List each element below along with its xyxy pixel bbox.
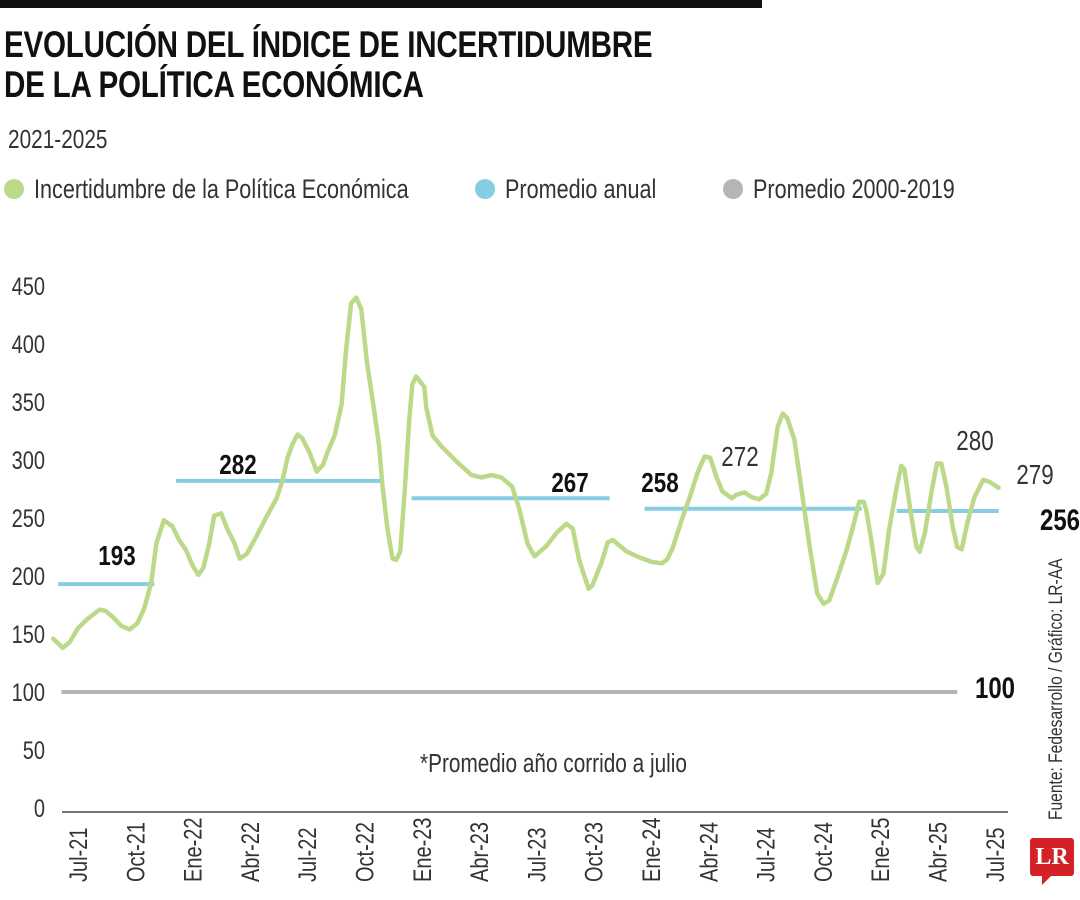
value-annotation: 279 bbox=[1016, 460, 1053, 491]
y-tick-label: 350 bbox=[12, 389, 45, 417]
y-tick-label: 450 bbox=[12, 273, 45, 301]
x-tick-label: Abr-22 bbox=[237, 822, 265, 882]
x-tick-label: Ene-23 bbox=[409, 818, 437, 882]
lr-logo: LR bbox=[1030, 838, 1074, 885]
chart-subtitle: 2021-2025 bbox=[8, 124, 108, 154]
source-credit: Fuente: Fedesarrollo / Gráfico: LR-AA bbox=[1046, 558, 1067, 820]
y-tick-label: 100 bbox=[12, 679, 45, 707]
annual-average-label: 256* bbox=[1040, 502, 1080, 536]
legend-dot-green bbox=[4, 179, 24, 199]
x-tick-label: Ene-24 bbox=[638, 818, 666, 882]
uncertainty-index-line bbox=[50, 295, 1001, 651]
x-tick-label: Ene-25 bbox=[867, 818, 895, 882]
reference-line-label: 100 bbox=[975, 670, 1015, 704]
x-tick-label: Abr-23 bbox=[466, 822, 494, 882]
legend-item-historic-average: Promedio 2000-2019 bbox=[723, 172, 1005, 206]
annual-average-label: 193 bbox=[98, 541, 135, 572]
legend-item-uncertainty: Incertidumbre de la Política Económica bbox=[4, 172, 502, 206]
annual-average-label: 258 bbox=[641, 468, 678, 499]
y-tick-label: 0 bbox=[34, 795, 45, 823]
x-tick-label: Oct-21 bbox=[122, 822, 150, 882]
x-tick-label: Jul-23 bbox=[523, 828, 551, 882]
top-rule bbox=[0, 0, 762, 8]
legend-dot-blue bbox=[475, 179, 495, 199]
y-tick-label: 400 bbox=[12, 331, 45, 359]
footnote: *Promedio año corrido a julio bbox=[420, 749, 687, 778]
chart-title-line-1: EVOLUCIÓN DEL ÍNDICE DE INCERTIDUMBRE bbox=[4, 24, 653, 65]
value-annotation: 280 bbox=[956, 426, 993, 457]
x-tick-label: Jul-24 bbox=[753, 828, 781, 882]
annual-average-label: 282 bbox=[219, 450, 256, 481]
y-tick-label: 300 bbox=[12, 447, 45, 475]
x-tick-label: Abr-25 bbox=[924, 822, 952, 882]
x-tick-label: Ene-22 bbox=[180, 818, 208, 882]
value-annotation: 272 bbox=[721, 442, 758, 473]
legend-item-annual-average: Promedio anual bbox=[475, 172, 694, 206]
x-tick-label: Oct-23 bbox=[581, 822, 609, 882]
x-tick-label: Jul-25 bbox=[982, 828, 1010, 882]
y-tick-label: 150 bbox=[12, 621, 45, 649]
annual-average-label: 267 bbox=[551, 468, 588, 499]
x-tick-label: Jul-22 bbox=[294, 828, 322, 882]
x-tick-label: Abr-24 bbox=[695, 822, 723, 882]
y-tick-label: 250 bbox=[12, 505, 45, 533]
x-tick-label: Oct-24 bbox=[810, 822, 838, 882]
x-tick-label: Oct-22 bbox=[351, 822, 379, 882]
y-tick-label: 200 bbox=[12, 563, 45, 591]
x-tick-label: Jul-21 bbox=[65, 828, 93, 882]
legend-dot-gray bbox=[723, 179, 743, 199]
y-tick-label: 50 bbox=[23, 737, 45, 765]
chart-title-line-2: DE LA POLÍTICA ECONÓMICA bbox=[4, 64, 424, 105]
